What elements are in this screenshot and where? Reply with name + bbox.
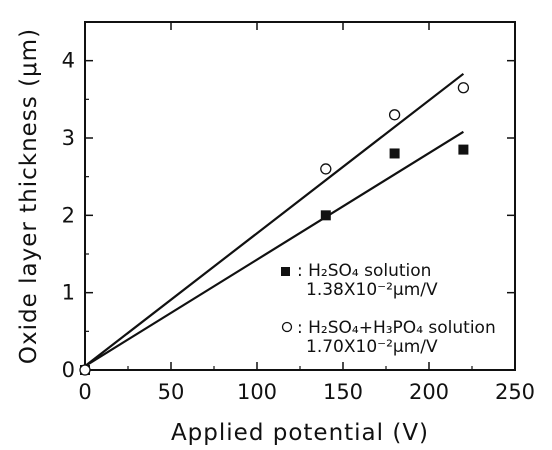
y-tick-label-3: 3 xyxy=(62,126,75,150)
x-tick-label-1: 50 xyxy=(158,380,185,404)
legend-label-h2so4: : H₂SO₄ solution xyxy=(297,261,431,281)
fit-line-series-0 xyxy=(84,130,464,368)
point-square-3 xyxy=(458,144,469,155)
point-circle-2 xyxy=(388,109,401,121)
legend-marker-circle xyxy=(281,321,293,333)
point-circle-1 xyxy=(320,163,332,175)
x-tick-label-4: 200 xyxy=(409,380,449,404)
legend-slope-h2so4-h3po4: 1.70X10⁻²μm/V xyxy=(306,337,438,357)
point-circle-3 xyxy=(457,82,470,94)
x-tick-label-5: 250 xyxy=(495,380,535,404)
x-axis-ticks: 0 50 100 150 200 250 xyxy=(78,22,535,404)
y-tick-label-4: 4 xyxy=(62,49,75,73)
point-circle-0 xyxy=(79,364,91,376)
y-axis-title: Oxide layer thickness (μm) xyxy=(16,28,42,364)
x-tick-label-3: 150 xyxy=(323,380,363,404)
point-square-1 xyxy=(320,210,331,221)
y-axis-ticks: 0 1 2 3 4 xyxy=(62,49,515,382)
y-tick-label-0: 0 xyxy=(62,358,75,382)
x-tick-label-0: 0 xyxy=(78,380,91,404)
legend-marker-square xyxy=(281,267,290,276)
legend-slope-h2so4: 1.38X10⁻²μm/V xyxy=(306,280,438,300)
fit-lines xyxy=(84,72,465,368)
y-tick-label-2: 2 xyxy=(62,203,75,227)
x-axis-title: Applied potential (V) xyxy=(171,420,429,446)
data-points xyxy=(79,82,470,376)
fit-line-series-1 xyxy=(84,72,465,368)
legend: : H₂SO₄ solution 1.38X10⁻²μm/V : H₂SO₄+H… xyxy=(281,261,496,357)
x-tick-label-2: 100 xyxy=(237,380,277,404)
legend-label-h2so4-h3po4: : H₂SO₄+H₃PO₄ solution xyxy=(297,318,496,338)
y-tick-label-1: 1 xyxy=(62,281,75,305)
point-square-2 xyxy=(389,148,400,159)
